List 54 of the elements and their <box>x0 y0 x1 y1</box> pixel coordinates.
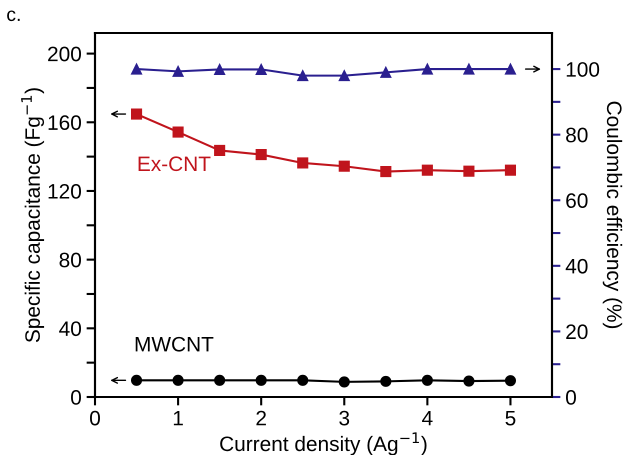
point <box>463 166 474 177</box>
point <box>422 64 433 75</box>
y2-axis-title: Coulombic efficiency (%) <box>602 102 622 328</box>
y-tick-label: 120 <box>48 184 81 199</box>
series-label: Ex-CNT <box>138 156 210 172</box>
point <box>463 64 474 75</box>
point <box>172 126 184 138</box>
y-axis-title: Specific capacitance (Fg$^{−1}$) <box>21 88 44 342</box>
point <box>504 164 516 176</box>
y-tick-label: 200 <box>48 46 81 62</box>
y2-tick-label: 80 <box>566 128 588 142</box>
x-tick-label: 3 <box>339 410 350 426</box>
point <box>256 374 267 386</box>
point <box>380 376 392 387</box>
point <box>338 376 350 388</box>
point <box>380 66 392 78</box>
point <box>130 108 142 120</box>
point <box>338 70 350 82</box>
point <box>338 160 350 172</box>
point <box>130 374 142 386</box>
text: c. <box>7 10 20 22</box>
y-tick-label: 40 <box>59 321 81 336</box>
point <box>504 375 516 386</box>
point <box>504 64 516 75</box>
point <box>172 374 184 386</box>
y-tick-label: 160 <box>48 115 81 130</box>
point <box>380 166 392 178</box>
point <box>297 70 308 82</box>
y-tick-label: 80 <box>60 252 81 268</box>
x-axis-title: Current density (Ag$^{−1}$) <box>220 432 427 455</box>
point <box>422 164 433 176</box>
x-tick-label: 2 <box>256 410 266 426</box>
point <box>297 157 308 169</box>
point <box>422 374 433 386</box>
x-tick-label: 5 <box>505 410 516 426</box>
point <box>256 149 267 160</box>
y2-tick-label: 100 <box>566 62 600 77</box>
point <box>463 375 474 387</box>
x-tick-label: 1 <box>174 410 183 426</box>
point <box>214 64 226 75</box>
y2-tick-label: 0 <box>566 390 576 405</box>
point <box>214 374 226 386</box>
point <box>256 64 267 75</box>
point <box>130 64 142 75</box>
y2-tick-label: 20 <box>566 324 588 340</box>
x-tick-label: 0 <box>90 410 100 426</box>
series-label: MWCNT <box>136 336 214 352</box>
point <box>214 144 226 156</box>
y2-tick-label: 40 <box>566 258 588 274</box>
point <box>172 66 184 77</box>
y2-tick-label: 60 <box>566 193 588 208</box>
y-tick-label: 0 <box>71 390 81 405</box>
x-tick-label: 4 <box>422 410 433 426</box>
point <box>297 374 308 386</box>
